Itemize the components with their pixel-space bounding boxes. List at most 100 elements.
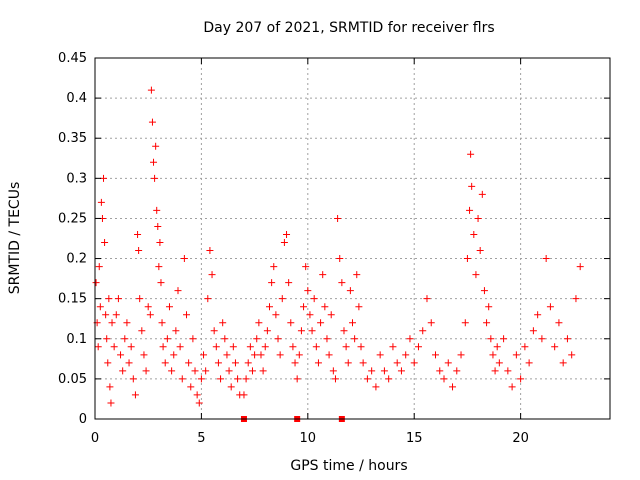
data-point [217, 375, 225, 383]
data-point [385, 375, 393, 383]
data-point [355, 303, 363, 311]
data-point [555, 319, 563, 327]
data-point [402, 351, 410, 359]
data-point [225, 367, 233, 375]
data-point [474, 214, 482, 222]
data-point [512, 351, 520, 359]
data-point [297, 327, 305, 335]
data-point [542, 255, 550, 263]
data-point [291, 359, 299, 367]
data-point [151, 174, 159, 182]
data-point [372, 383, 380, 391]
data-point [285, 279, 293, 287]
data-point [150, 158, 158, 166]
data-point [444, 359, 452, 367]
y-tick-label: 0.1 [66, 332, 87, 347]
data-point [174, 287, 182, 295]
y-tick-label: 0.2 [66, 252, 87, 267]
data-point [231, 359, 239, 367]
data-point [223, 351, 231, 359]
data-point [219, 319, 227, 327]
data-point [127, 343, 135, 351]
data-point [353, 271, 361, 279]
data-point [397, 367, 405, 375]
data-point [140, 351, 148, 359]
y-tick-label: 0.05 [58, 372, 87, 387]
data-point [195, 399, 203, 407]
data-point [538, 335, 546, 343]
data-point [493, 343, 501, 351]
data-point [283, 230, 291, 238]
data-point [244, 359, 252, 367]
data-point [134, 230, 142, 238]
data-point [123, 319, 131, 327]
data-point [153, 206, 161, 214]
data-point [276, 351, 284, 359]
data-point [317, 319, 325, 327]
data-point [240, 391, 248, 399]
data-point [112, 311, 120, 319]
data-point [108, 319, 116, 327]
data-point [336, 255, 344, 263]
data-point [176, 343, 184, 351]
data-point [329, 367, 337, 375]
data-point [117, 351, 125, 359]
data-point [576, 263, 584, 271]
data-point [191, 367, 199, 375]
data-point [255, 319, 263, 327]
data-point [308, 327, 316, 335]
data-point [295, 351, 303, 359]
data-point [144, 303, 152, 311]
data-point [487, 335, 495, 343]
data-point [263, 327, 271, 335]
data-point [467, 150, 475, 158]
data-point [331, 375, 339, 383]
data-point [100, 174, 108, 182]
data-point [376, 351, 384, 359]
data-point [414, 343, 422, 351]
data-point [146, 311, 154, 319]
data-point [440, 375, 448, 383]
data-point [495, 359, 503, 367]
data-point [94, 343, 102, 351]
data-point [280, 239, 288, 247]
data-point [483, 319, 491, 327]
data-point [172, 327, 180, 335]
data-point [193, 391, 201, 399]
data-point [131, 391, 139, 399]
data-point [551, 343, 559, 351]
data-point [189, 335, 197, 343]
data-point [229, 343, 237, 351]
x-tick-label: 20 [512, 431, 529, 446]
y-axis-label: SRMTID / TECUs [7, 182, 23, 295]
data-point [457, 351, 465, 359]
data-point [546, 303, 554, 311]
data-point [478, 190, 486, 198]
data-point [92, 279, 100, 287]
data-point [159, 343, 167, 351]
data-point [431, 351, 439, 359]
data-point [491, 367, 499, 375]
data-point [227, 383, 235, 391]
data-point [206, 247, 214, 255]
data-point [95, 263, 103, 271]
data-point [393, 359, 401, 367]
data-point [274, 335, 282, 343]
data-point [96, 303, 104, 311]
data-point [138, 327, 146, 335]
data-point [568, 351, 576, 359]
data-point [470, 230, 478, 238]
data-point [163, 335, 171, 343]
data-point [380, 367, 388, 375]
data-point [154, 222, 162, 230]
data-point [338, 279, 346, 287]
data-point [327, 311, 335, 319]
data-point [251, 351, 259, 359]
data-point [259, 367, 267, 375]
data-point [504, 367, 512, 375]
data-point [168, 367, 176, 375]
data-point [572, 295, 580, 303]
data-point [349, 319, 356, 327]
data-point [266, 303, 274, 311]
